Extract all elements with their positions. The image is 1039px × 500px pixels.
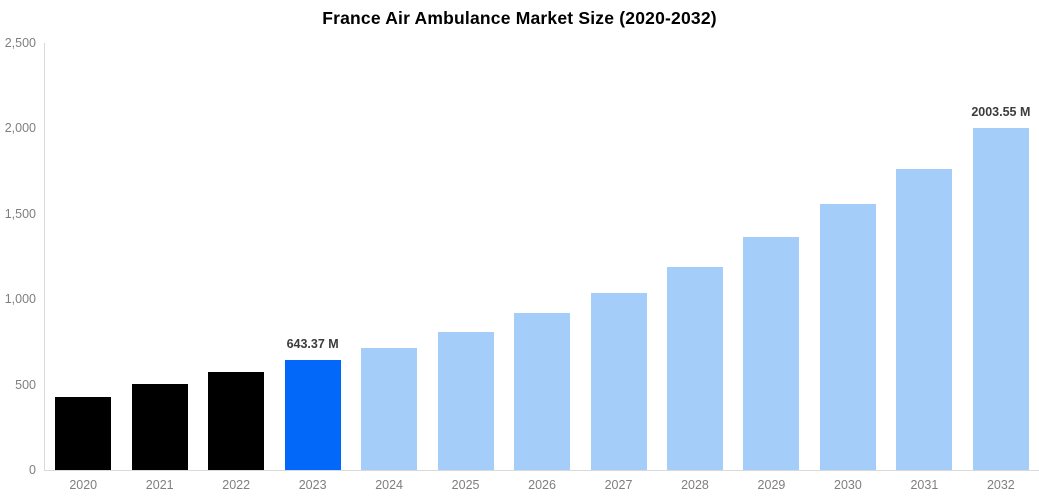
x-tick-label-2023: 2023 xyxy=(298,478,327,492)
bar-column-2029 xyxy=(733,43,809,470)
y-axis-tick-labels: 2,500 2,000 1,500 1,000 500 0 xyxy=(0,36,36,477)
x-tick-label-2025: 2025 xyxy=(451,478,480,492)
x-tick-label-2021: 2021 xyxy=(145,478,174,492)
bar-column-2027 xyxy=(580,43,656,470)
y-axis-line xyxy=(44,43,45,471)
bar-2032 xyxy=(972,127,1029,470)
bar-value-label-2032: 2003.55 M xyxy=(971,104,1031,119)
y-tick-label-1000: 1,000 xyxy=(4,292,36,307)
bar-column-2028 xyxy=(657,43,733,470)
y-tick-label-2000: 2,000 xyxy=(4,121,36,136)
bar-2023 xyxy=(284,360,341,470)
x-tick-label-2024: 2024 xyxy=(375,478,404,492)
x-tick-label-2031: 2031 xyxy=(910,478,939,492)
bar-column-2031 xyxy=(886,43,962,470)
bar-column-2024 xyxy=(351,43,427,470)
bar-2028 xyxy=(666,267,723,470)
bar-2031 xyxy=(896,168,953,470)
bar-column-2032: 2003.55 M xyxy=(963,43,1039,470)
bar-column-2020 xyxy=(45,43,121,470)
x-tick-label-2027: 2027 xyxy=(604,478,633,492)
bar-column-2026 xyxy=(504,43,580,470)
bar-column-2021 xyxy=(121,43,197,470)
bar-2025 xyxy=(437,332,494,470)
y-tick-label-500: 500 xyxy=(15,377,36,392)
y-tick-label-0: 0 xyxy=(29,463,36,477)
y-tick-label-1500: 1,500 xyxy=(4,206,36,221)
bar-2024 xyxy=(361,347,418,470)
bar-value-label-2023: 643.37 M xyxy=(286,337,339,352)
bar-2027 xyxy=(590,293,647,470)
x-tick-label-2029: 2029 xyxy=(757,478,786,492)
bar-2030 xyxy=(819,204,876,470)
bar-2021 xyxy=(131,383,188,470)
x-tick-label-2020: 2020 xyxy=(69,478,98,492)
x-tick-label-2032: 2032 xyxy=(986,478,1015,492)
x-tick-label-2022: 2022 xyxy=(222,478,251,492)
x-axis-tick-labels: 2020 2021 2022 2023 2024 2025 2026 2027 2028 2029… xyxy=(45,478,1039,492)
bar-2022 xyxy=(208,372,265,470)
bar-2029 xyxy=(743,237,800,470)
bar-2026 xyxy=(514,313,571,470)
bar-column-2025 xyxy=(427,43,503,470)
x-tick-label-2030: 2030 xyxy=(834,478,862,492)
x-axis-line xyxy=(44,470,1039,471)
x-tick-label-2026: 2026 xyxy=(528,478,556,492)
y-tick-label-2500: 2,500 xyxy=(4,36,36,50)
bar-column-2030 xyxy=(810,43,886,470)
plot-area: 643.37 M 2003.55 M xyxy=(45,43,1039,470)
chart-title: France Air Ambulance Market Size (2020-2… xyxy=(322,8,717,28)
bar-2020 xyxy=(55,396,112,470)
bar-column-2023: 643.37 M xyxy=(274,43,350,470)
bar-column-2022 xyxy=(198,43,274,470)
x-tick-label-2028: 2028 xyxy=(681,478,709,492)
